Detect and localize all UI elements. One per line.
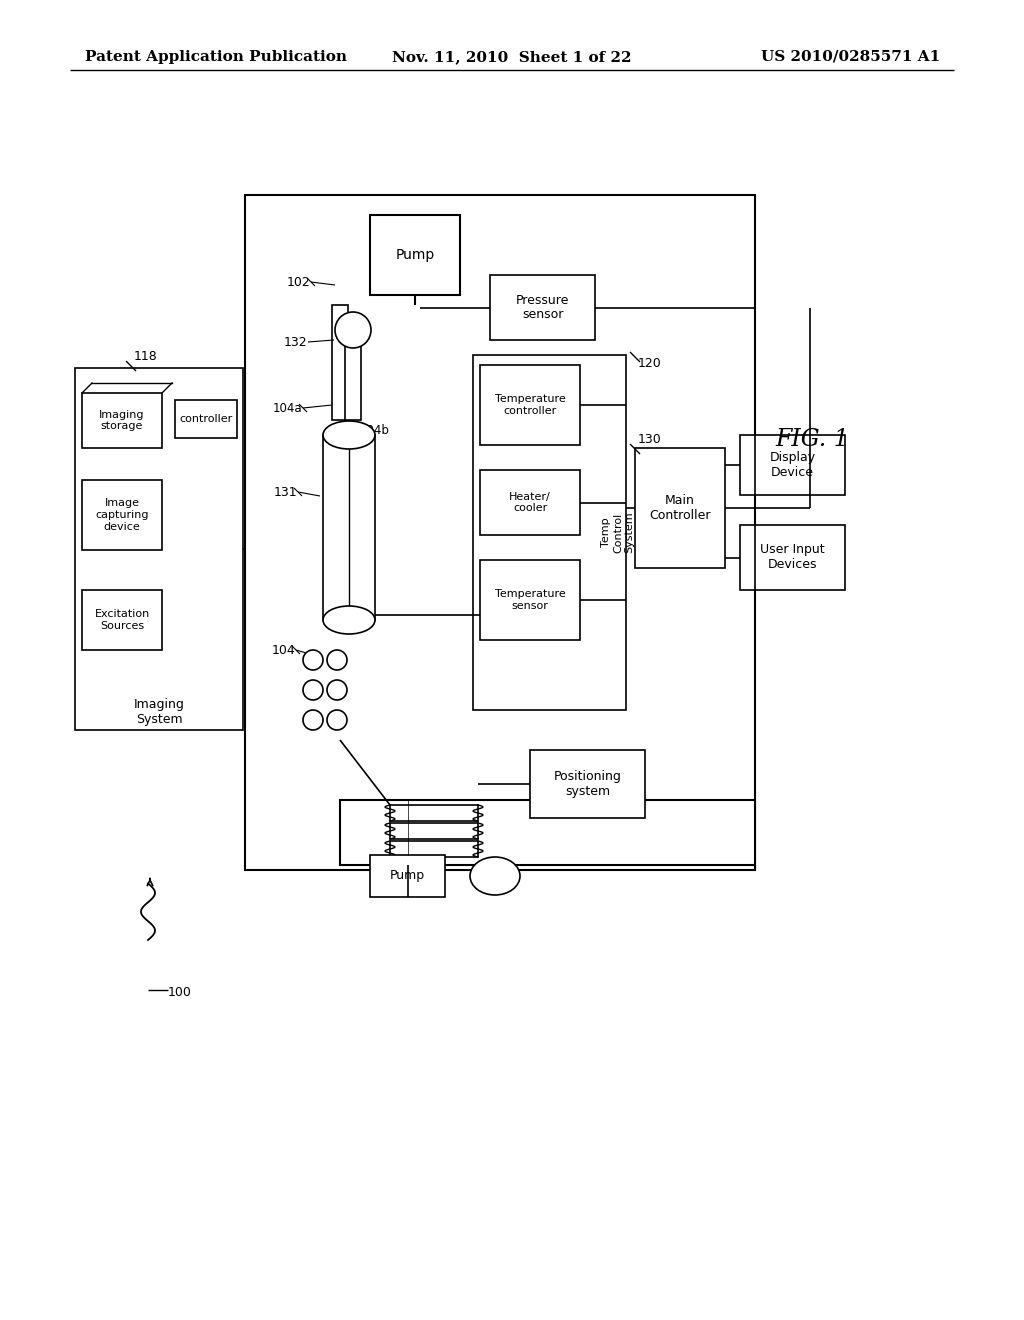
Text: Positioning
system: Positioning system xyxy=(554,770,622,799)
Text: Imaging
System: Imaging System xyxy=(133,698,184,726)
Text: Main
Controller: Main Controller xyxy=(649,494,711,521)
Text: Excitation
Sources: Excitation Sources xyxy=(94,610,150,631)
Text: 100: 100 xyxy=(168,986,191,999)
Text: 131: 131 xyxy=(273,486,297,499)
Text: 130: 130 xyxy=(638,433,662,446)
Bar xyxy=(370,855,445,898)
Text: 118: 118 xyxy=(134,350,158,363)
Bar xyxy=(390,822,478,840)
Text: Imaging
storage: Imaging storage xyxy=(99,409,144,432)
Text: FIG. 1: FIG. 1 xyxy=(775,429,849,451)
Bar xyxy=(245,195,755,870)
Bar xyxy=(82,393,162,447)
Text: Display
Device: Display Device xyxy=(769,451,815,479)
Ellipse shape xyxy=(470,857,520,895)
Circle shape xyxy=(327,710,347,730)
Text: US 2010/0285571 A1: US 2010/0285571 A1 xyxy=(761,50,940,63)
Bar xyxy=(635,447,725,568)
Text: 102: 102 xyxy=(287,276,310,289)
Text: Temperature
controller: Temperature controller xyxy=(495,395,565,416)
Text: Pressure
sensor: Pressure sensor xyxy=(516,293,569,322)
Bar xyxy=(75,368,243,730)
Bar xyxy=(345,345,361,420)
Bar xyxy=(490,275,595,341)
Bar xyxy=(332,305,348,420)
Bar xyxy=(740,436,845,495)
Bar xyxy=(480,366,580,445)
Circle shape xyxy=(303,680,323,700)
Bar xyxy=(390,805,478,821)
Text: Pump: Pump xyxy=(390,870,425,883)
Text: Temp
Control
System: Temp Control System xyxy=(601,512,635,553)
Text: controller: controller xyxy=(179,414,232,424)
Bar xyxy=(82,480,162,550)
Bar xyxy=(340,800,755,865)
Text: Nov. 11, 2010  Sheet 1 of 22: Nov. 11, 2010 Sheet 1 of 22 xyxy=(392,50,632,63)
Text: Patent Application Publication: Patent Application Publication xyxy=(85,50,347,63)
Bar xyxy=(480,560,580,640)
Text: User Input
Devices: User Input Devices xyxy=(760,544,824,572)
Text: 120: 120 xyxy=(638,356,662,370)
Circle shape xyxy=(303,649,323,671)
Text: Temperature
sensor: Temperature sensor xyxy=(495,589,565,611)
Bar xyxy=(82,590,162,649)
Text: 104a: 104a xyxy=(272,401,302,414)
Text: Image
capturing
device: Image capturing device xyxy=(95,499,148,532)
Bar xyxy=(740,525,845,590)
Bar xyxy=(390,841,478,857)
Text: 104: 104 xyxy=(271,644,295,656)
Text: Heater/
cooler: Heater/ cooler xyxy=(509,492,551,513)
Circle shape xyxy=(327,680,347,700)
Bar xyxy=(323,436,375,620)
Text: 104b: 104b xyxy=(360,424,390,437)
Bar xyxy=(370,215,460,294)
Ellipse shape xyxy=(323,421,375,449)
Circle shape xyxy=(303,710,323,730)
Ellipse shape xyxy=(323,606,375,634)
Text: Pump: Pump xyxy=(395,248,434,261)
Text: 132: 132 xyxy=(284,335,307,348)
Circle shape xyxy=(335,312,371,348)
Bar xyxy=(530,750,645,818)
Bar xyxy=(480,470,580,535)
Bar xyxy=(175,400,237,438)
Bar xyxy=(473,355,626,710)
Circle shape xyxy=(327,649,347,671)
